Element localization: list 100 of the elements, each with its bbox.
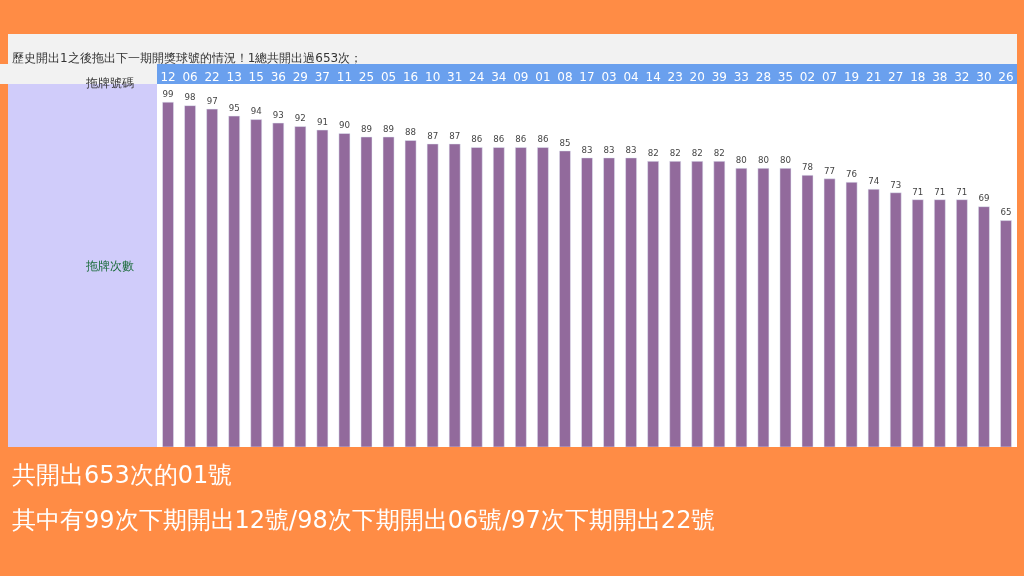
x-tick-label: 09 [513, 69, 529, 84]
x-tick-label: 15 [248, 69, 264, 84]
data-label: 78 [802, 162, 814, 173]
data-label: 71 [956, 186, 968, 197]
data-label: 89 [383, 123, 395, 134]
bar [978, 206, 990, 447]
bar [250, 119, 262, 447]
x-tick-label: 13 [226, 69, 242, 84]
x-tick-label: 26 [998, 69, 1014, 84]
data-label: 80 [735, 155, 747, 166]
x-tick-label: 32 [954, 69, 970, 84]
x-tick-label: 35 [777, 69, 794, 84]
bar [757, 168, 770, 447]
bar [184, 105, 196, 447]
x-tick-label: 22 [204, 69, 220, 84]
x-tick-label: 21 [866, 69, 882, 84]
bar [493, 147, 505, 447]
bar [934, 199, 946, 447]
x-tick-label: 12 [160, 69, 176, 84]
x-tick-label: 19 [843, 69, 860, 84]
x-tick-label: 30 [976, 69, 992, 84]
bar [338, 133, 351, 447]
bar [912, 199, 924, 447]
data-label: 86 [537, 134, 549, 145]
bar [735, 168, 748, 447]
x-tick-label: 39 [711, 69, 727, 84]
x-tick-label: 06 [182, 69, 198, 84]
x-tick-label: 38 [932, 69, 948, 84]
data-label: 82 [713, 148, 725, 159]
x-tick-label: 05 [380, 69, 397, 84]
data-label: 83 [625, 144, 637, 155]
bar [779, 168, 792, 447]
data-label: 76 [846, 169, 858, 180]
x-tick-label: 08 [557, 69, 573, 84]
x-tick-label: 14 [645, 69, 661, 84]
data-label: 74 [868, 176, 880, 187]
bar [559, 150, 571, 447]
data-label: 97 [206, 95, 218, 106]
bar [1000, 220, 1012, 447]
bar [404, 140, 417, 447]
bar [603, 157, 615, 447]
bar [823, 178, 836, 447]
x-tick-label: 07 [821, 69, 838, 84]
data-label: 77 [824, 165, 836, 176]
bar [691, 161, 704, 447]
x-tick-label: 04 [623, 69, 639, 84]
bar [801, 175, 814, 447]
x-tick-label: 34 [491, 69, 507, 84]
bar [625, 157, 637, 447]
data-label: 98 [184, 92, 196, 103]
bar [272, 122, 285, 447]
x-tick-label: 29 [292, 69, 308, 84]
bar [537, 147, 549, 447]
x-tick-label: 33 [733, 69, 749, 84]
bar [867, 188, 880, 447]
data-label: 85 [559, 137, 571, 148]
data-label: 90 [338, 120, 350, 131]
bar [360, 136, 373, 447]
text: 其中有99次下期開出12號/98次下期開出06號/97次下期開出22號 [12, 506, 716, 534]
bar [470, 147, 483, 447]
data-label: 86 [471, 134, 483, 145]
data-label: 65 [1000, 207, 1012, 218]
bar [713, 161, 726, 447]
x-tick-label: 17 [579, 69, 595, 84]
x-tick-label: 31 [447, 69, 463, 84]
x-tick-label: 20 [689, 69, 705, 84]
x-tick-label: 18 [910, 69, 926, 84]
bar [669, 161, 681, 447]
text: 共開出653次的01號 [12, 461, 233, 489]
data-label: 92 [294, 113, 306, 124]
data-label: 91 [316, 116, 328, 127]
x-axis-title: 拖牌號碼 [85, 76, 134, 90]
x-tick-label: 03 [601, 69, 617, 84]
bar [426, 143, 439, 447]
data-label: 86 [493, 134, 505, 145]
data-label: 83 [603, 144, 615, 155]
x-tick-label: 01 [535, 69, 551, 84]
data-label: 80 [779, 155, 791, 166]
data-label: 94 [250, 106, 263, 117]
x-tick-label: 27 [888, 69, 904, 84]
x-tick-label: 11 [336, 69, 353, 84]
data-label: 99 [162, 88, 174, 99]
x-tick-label: 16 [402, 69, 419, 84]
y-axis-title: 拖牌次數 [85, 259, 134, 273]
bar [889, 192, 902, 447]
data-label: 87 [427, 130, 439, 141]
chart-title: 歷史開出1之後拖出下一期開獎球號的情況！1總共開出過653次； [12, 51, 363, 65]
data-label: 71 [934, 186, 946, 197]
data-label: 93 [272, 109, 284, 120]
bar [956, 199, 968, 447]
data-label: 73 [890, 179, 902, 190]
data-label: 83 [581, 144, 593, 155]
data-label: 71 [912, 186, 924, 197]
data-label: 82 [669, 148, 681, 159]
data-label: 95 [228, 102, 240, 113]
x-tick-label: 10 [425, 69, 441, 84]
data-label: 69 [978, 193, 990, 204]
data-label: 82 [691, 148, 703, 159]
x-tick-label: 23 [667, 69, 683, 84]
bar [228, 115, 240, 447]
